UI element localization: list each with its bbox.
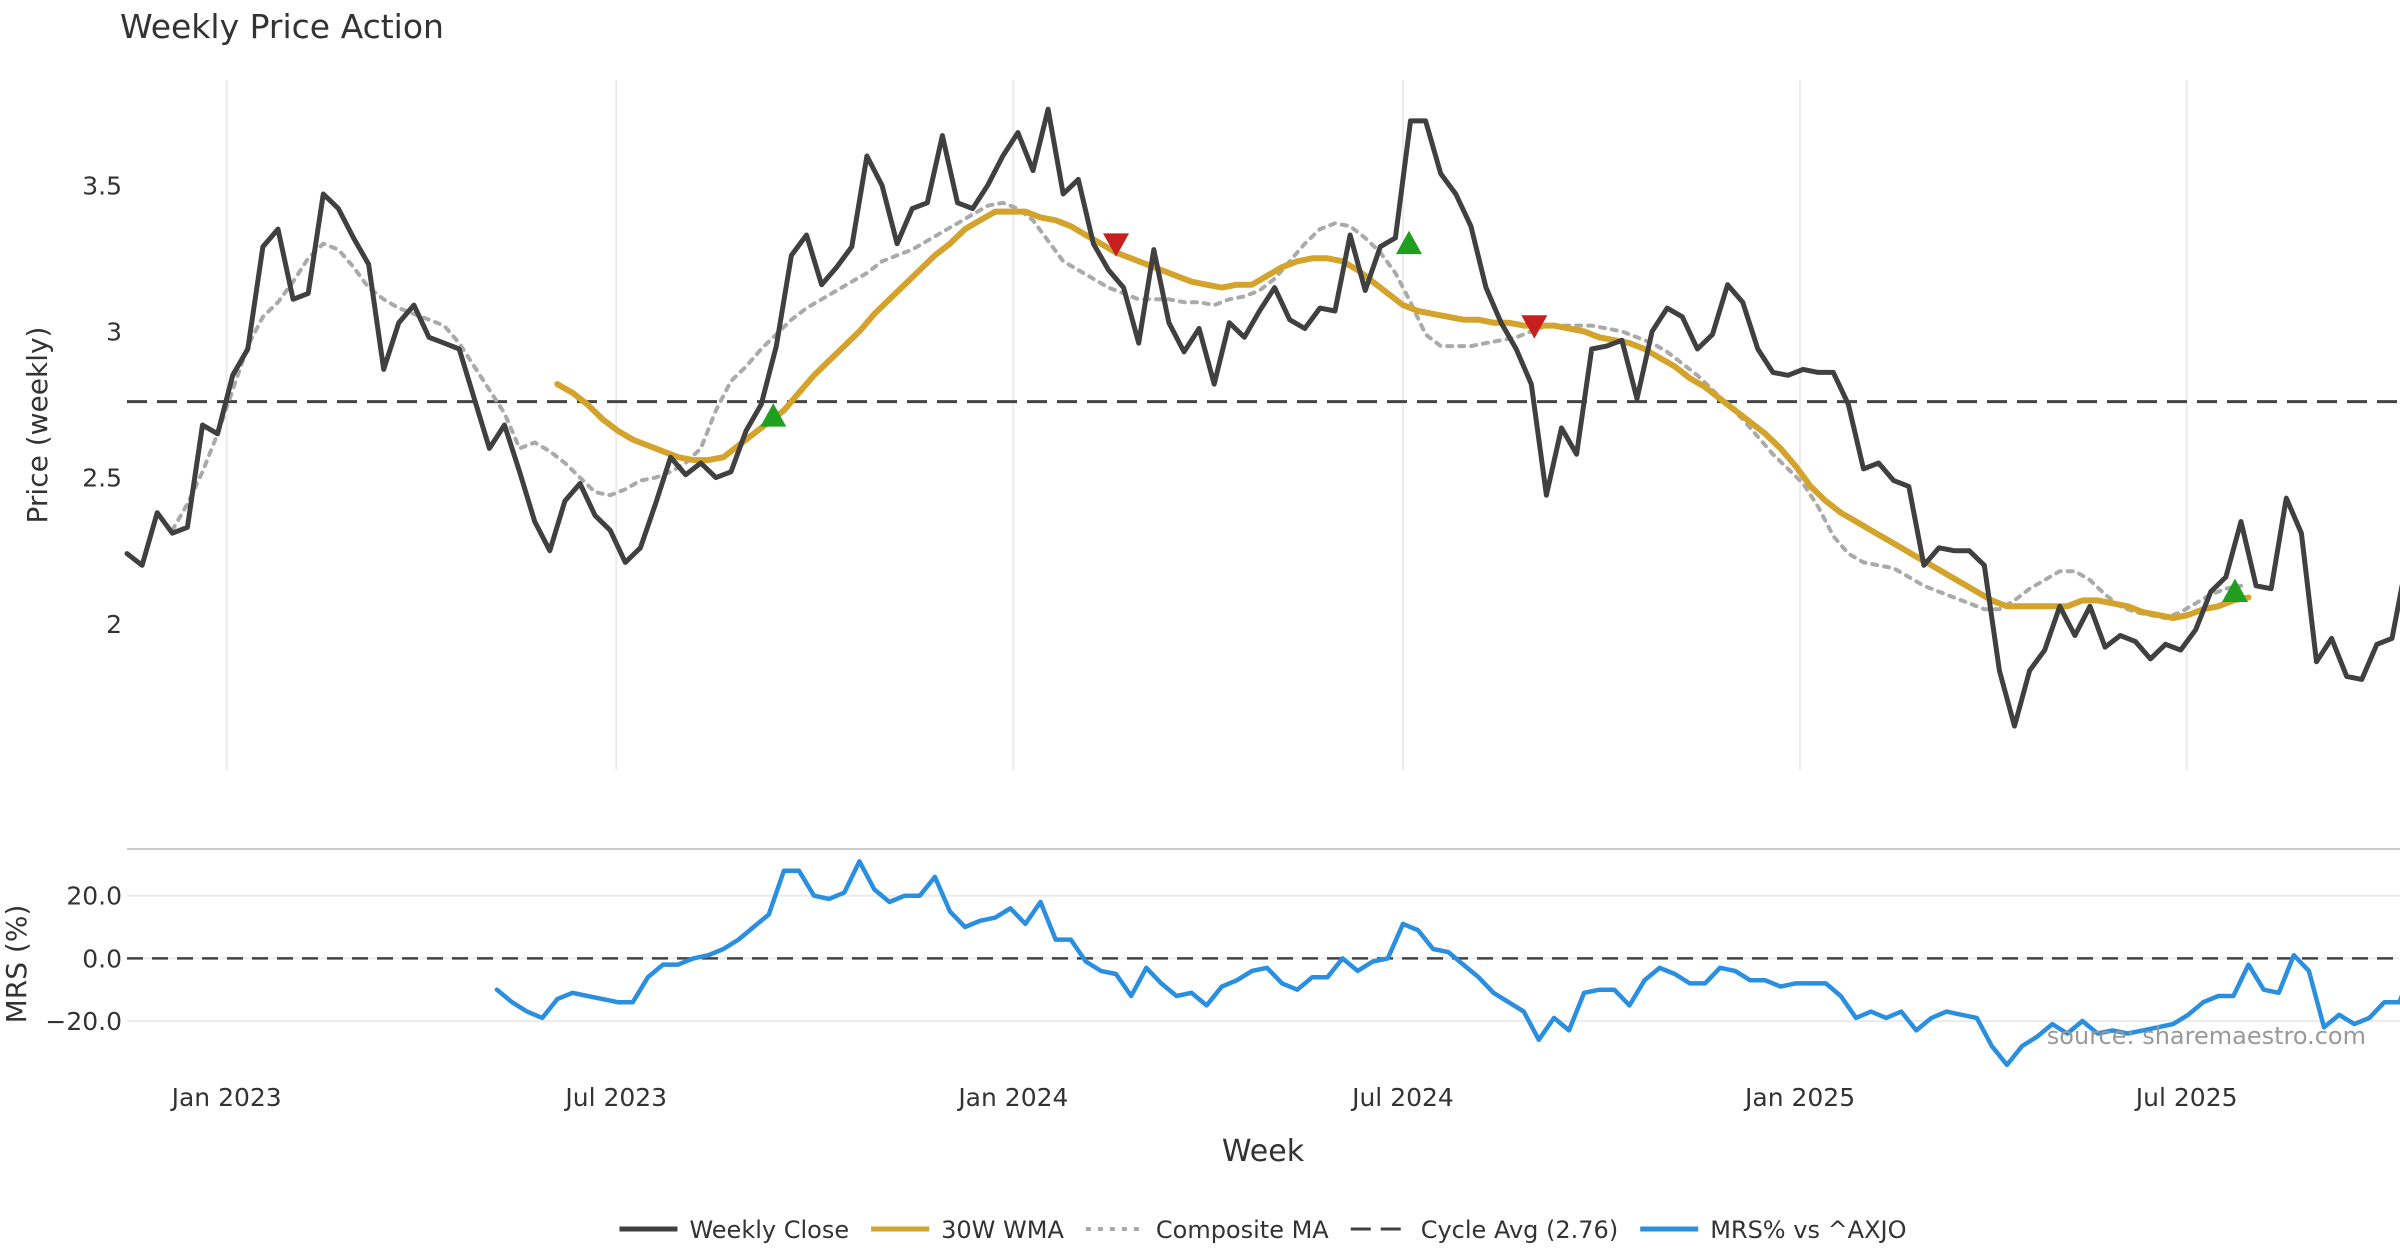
x-axis: Jan 2023 Jul 2023 Jan 2024 Jul 2024 Jan 2025… [170, 1083, 2238, 1112]
legend-item: Composite MA [1085, 1216, 1329, 1244]
x-tick-label: Jul 2023 [563, 1083, 667, 1112]
legend-label: 30W WMA [941, 1216, 1064, 1244]
series-weekly-close [124, 106, 2400, 729]
x-tick-label: Jan 2023 [170, 1083, 282, 1112]
price-y-tick-label: 3.5 [82, 171, 122, 200]
mrs-y-axis-label: MRS (%) [0, 905, 33, 1024]
x-tick-label: Jan 2025 [1743, 1083, 1855, 1112]
sell-signal-marker [1521, 315, 1548, 339]
buy-signal-marker [760, 403, 787, 427]
legend-item: 30W WMA [871, 1216, 1064, 1244]
buy-signal-marker [2221, 578, 2248, 603]
mrs-series [494, 859, 2400, 1068]
series-30w-wma [554, 208, 2252, 621]
legend-label: Weekly Close [689, 1216, 849, 1244]
mrs-y-tick-label: 20.0 [66, 882, 122, 911]
legend-item: Cycle Avg (2.76) [1350, 1216, 1618, 1244]
price-y-tick-label: 2.5 [82, 464, 122, 493]
legend-item: Weekly Close [619, 1216, 849, 1244]
price-y-axis: 2 2.5 3 3.5 [82, 171, 122, 639]
legend-label: Composite MA [1156, 1216, 1329, 1244]
price-y-tick-label: 3 [106, 317, 122, 346]
x-tick-label: Jan 2024 [956, 1083, 1068, 1112]
mrs-y-tick-label: −20.0 [45, 1007, 122, 1036]
sell-signal-marker [1103, 233, 1130, 257]
price-y-axis-label: Price (weekly) [21, 327, 54, 524]
price-grid [225, 80, 2188, 770]
chart-title: Weekly Price Action [120, 7, 444, 46]
signal-markers [760, 230, 2248, 603]
x-axis-label: Week [1222, 1134, 1305, 1169]
price-y-tick-label: 2 [106, 610, 122, 639]
legend-label: Cycle Avg (2.76) [1421, 1216, 1618, 1244]
series-mrs-vs-axjo [494, 859, 2400, 1068]
x-tick-label: Jul 2025 [2134, 1083, 2238, 1112]
mrs-y-tick-label: 0.0 [82, 944, 122, 973]
price-series [124, 106, 2400, 729]
legend-item: MRS% vs ^AXJO [1640, 1216, 1907, 1244]
legend-label: MRS% vs ^AXJO [1710, 1216, 1906, 1244]
source-credit: source: sharemaestro.com [2047, 1022, 2366, 1050]
legend: Weekly Close 30W WMA Composite MA Cycle Avg… [619, 1216, 1907, 1244]
x-tick-label: Jul 2024 [1350, 1083, 1454, 1112]
series-composite-ma [170, 200, 2243, 620]
buy-signal-marker [1395, 230, 1422, 255]
mrs-y-axis: 20.0 0.0 −20.0 [45, 882, 122, 1036]
